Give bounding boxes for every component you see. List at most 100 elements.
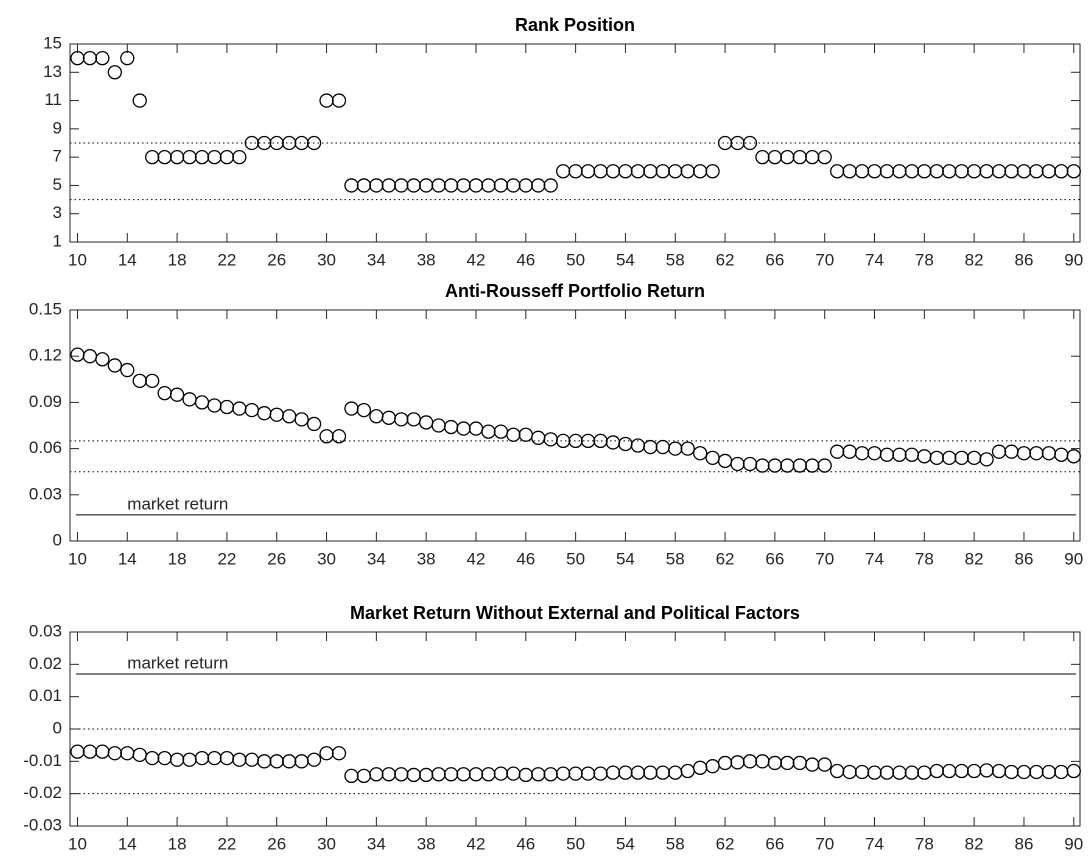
chart-title: Market Return Without External and Polit… [350, 603, 800, 623]
x-tick-label: 30 [317, 250, 336, 269]
marker [1016, 446, 1032, 461]
marker [817, 458, 832, 473]
x-tick-label: 66 [765, 250, 784, 269]
marker [1066, 164, 1081, 179]
marker [618, 765, 633, 780]
marker [556, 766, 571, 781]
marker [991, 444, 1007, 459]
x-tick-label: 70 [815, 834, 834, 853]
marker [269, 754, 284, 769]
marker [294, 412, 309, 427]
x-tick-label: 54 [616, 549, 635, 568]
marker [842, 764, 857, 780]
marker [394, 412, 409, 427]
marker [331, 429, 347, 444]
marker [593, 766, 608, 781]
marker [830, 444, 845, 459]
marker [991, 763, 1007, 779]
x-tick-label: 70 [815, 250, 834, 269]
marker [1041, 764, 1057, 780]
marker [867, 446, 882, 461]
marker [70, 347, 85, 362]
marker [182, 752, 197, 767]
marker [506, 178, 521, 193]
x-tick-label: 10 [68, 549, 87, 568]
marker [145, 373, 160, 388]
x-tick-label: 46 [516, 250, 535, 269]
x-tick-label: 90 [1064, 549, 1083, 568]
marker [568, 433, 583, 449]
marker [506, 427, 521, 442]
x-tick-label: 58 [666, 549, 685, 568]
marker [805, 757, 820, 772]
y-tick-label: 0.03 [29, 484, 62, 503]
y-tick-label: 5 [53, 175, 62, 194]
marker [207, 750, 222, 766]
marker [381, 178, 396, 193]
x-tick-label: 66 [765, 549, 784, 568]
marker [954, 164, 969, 179]
x-tick-label: 18 [168, 549, 187, 568]
marker [132, 373, 147, 388]
y-tick-label: 0.03 [29, 621, 62, 640]
marker [419, 178, 434, 193]
x-tick-label: 26 [267, 250, 286, 269]
marker [842, 164, 857, 179]
marker [817, 757, 832, 772]
marker [269, 407, 284, 422]
marker [904, 447, 920, 462]
y-tick-label: 0 [53, 718, 62, 737]
x-tick-label: 86 [1014, 549, 1033, 568]
marker [966, 450, 982, 465]
marker [830, 763, 845, 779]
marker [344, 401, 359, 416]
marker [730, 456, 745, 472]
marker [805, 458, 820, 473]
marker [282, 409, 297, 424]
marker [618, 436, 633, 452]
marker [319, 746, 334, 761]
marker [705, 164, 720, 179]
marker [145, 750, 160, 766]
y-tick-label: 7 [53, 147, 62, 166]
annotation: market return [127, 494, 228, 513]
marker [1041, 164, 1057, 179]
marker [282, 135, 297, 151]
marker [805, 149, 820, 165]
marker [917, 164, 932, 179]
x-tick-label: 62 [716, 250, 735, 269]
marker [568, 766, 583, 781]
marker [493, 178, 509, 193]
y-tick-label: 0.09 [29, 392, 62, 411]
y-tick-label: 0.15 [29, 299, 62, 318]
x-tick-label: 42 [467, 549, 486, 568]
marker [369, 409, 384, 424]
marker [792, 458, 807, 473]
marker [543, 178, 558, 193]
marker [468, 178, 484, 193]
marker [481, 424, 496, 439]
marker [892, 447, 907, 462]
marker [182, 149, 197, 165]
marker [755, 149, 770, 165]
y-tick-label: 0 [53, 530, 62, 549]
marker [655, 765, 670, 780]
y-tick-label: 1 [53, 231, 62, 250]
marker [917, 449, 932, 464]
marker [879, 765, 895, 780]
marker [394, 178, 409, 193]
marker [531, 178, 546, 193]
marker [120, 50, 135, 66]
y-tick-label: 0.01 [29, 686, 62, 705]
marker [456, 767, 471, 782]
y-tick-label: 0.02 [29, 654, 62, 673]
marker [269, 135, 284, 151]
x-tick-label: 62 [716, 834, 735, 853]
x-tick-label: 54 [616, 834, 635, 853]
marker [443, 178, 459, 193]
x-tick-label: 14 [118, 250, 137, 269]
marker [742, 754, 758, 769]
marker [979, 763, 994, 778]
marker [929, 763, 944, 779]
marker [219, 149, 235, 165]
